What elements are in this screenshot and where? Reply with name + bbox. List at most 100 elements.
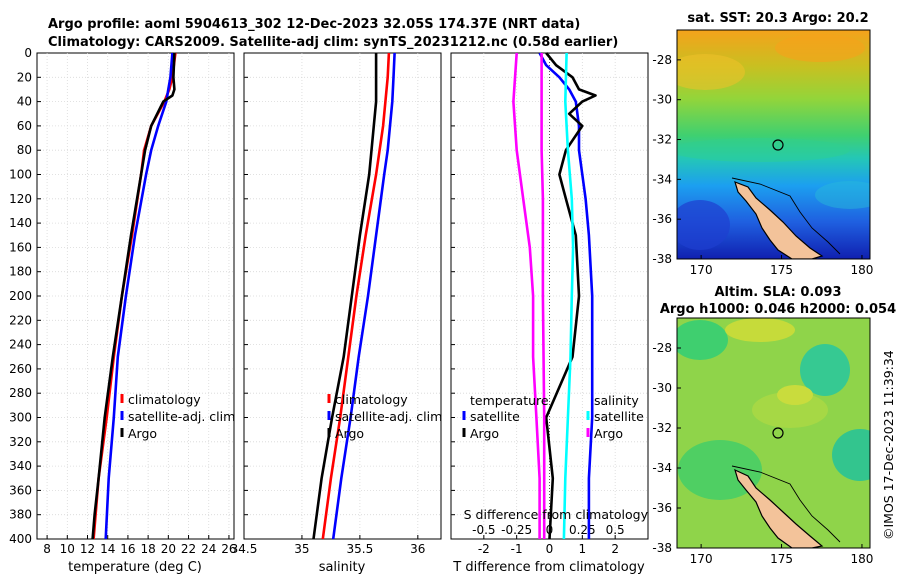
sst-map — [677, 30, 870, 259]
depth-tick-label: 160 — [9, 240, 32, 254]
temperature-series-satellite-adj-clim — [104, 52, 174, 540]
depth-tick-label: 260 — [9, 362, 32, 376]
x-tick-label: -2 — [478, 542, 490, 556]
sst-coastline — [734, 181, 824, 259]
map-x-tick-label: 175 — [770, 263, 793, 277]
x-tick-label: 0 — [546, 542, 554, 556]
x-tick-label: 12 — [80, 542, 95, 556]
legend-label: Argo — [594, 426, 623, 441]
sst-map-title: sat. SST: 20.3 Argo: 20.2 — [687, 11, 868, 26]
depth-tick-label: 120 — [9, 192, 32, 206]
depth-tick-label: 300 — [9, 411, 32, 425]
x-tick-label: 26 — [221, 542, 236, 556]
map-y-tick-label: -38 — [652, 252, 672, 266]
x-tick-label: 35 — [294, 542, 309, 556]
map-y-tick-label: -28 — [652, 53, 672, 67]
salinity-series-climatology — [321, 52, 391, 540]
legend-label: Argo — [128, 426, 157, 441]
difference-series-temperature-argo — [544, 52, 597, 540]
title-line1: Argo profile: aoml 5904613_302 12-Dec-20… — [48, 17, 580, 32]
depth-tick-label: 200 — [9, 289, 32, 303]
legend-label: climatology — [128, 392, 201, 407]
x-tick-label: 22 — [181, 542, 196, 556]
x-tick-label: 1 — [579, 542, 587, 556]
difference-series-temperature-satellite — [538, 52, 594, 539]
x-tick-label: 10 — [60, 542, 75, 556]
x-tick-label: 36 — [410, 542, 425, 556]
map-y-tick-label: -38 — [652, 541, 672, 555]
map-y-tick-label: -30 — [652, 381, 672, 395]
x-tick-label: 16 — [120, 542, 135, 556]
depth-tick-label: 340 — [9, 459, 32, 473]
imos-timestamp: ©IMOS 17-Dec-2023 11:39:34 — [881, 350, 896, 540]
depth-tick-label: 0 — [24, 46, 32, 60]
depth-tick-label: 320 — [9, 435, 32, 449]
difference-series-salinity-satellite — [562, 52, 575, 540]
map-x-tick-label: 180 — [851, 263, 874, 277]
depth-tick-label: 240 — [9, 338, 32, 352]
depth-tick-label: 220 — [9, 313, 32, 327]
sla-argo-position-marker — [772, 427, 784, 439]
depth-tick-label: 280 — [9, 386, 32, 400]
temperature-series-argo — [91, 52, 176, 540]
x-tick-label: 35.5 — [347, 542, 374, 556]
depth-tick-label: 180 — [9, 265, 32, 279]
difference-xlabel: T difference from climatology — [452, 560, 645, 575]
x-tick-label: 0.25 — [569, 523, 596, 537]
depth-tick-label: 140 — [9, 216, 32, 230]
x-tick-label: 18 — [140, 542, 155, 556]
depth-tick-label: 60 — [17, 119, 32, 133]
legend-label: Argo — [470, 426, 499, 441]
difference-x2label: S difference from climatology — [464, 507, 649, 522]
temperature-xlabel: temperature (deg C) — [68, 560, 202, 575]
map-x-tick-label: 170 — [690, 263, 713, 277]
sla-map-title2: Argo h1000: 0.046 h2000: 0.054 — [660, 302, 896, 317]
sla-coastline — [734, 468, 824, 548]
difference-series-salinity-argo — [540, 53, 546, 539]
depth-tick-label: 100 — [9, 168, 32, 182]
salinity-series-satellite-adj-clim — [331, 52, 396, 540]
map-y-tick-label: -36 — [652, 501, 672, 515]
depth-tick-label: 400 — [9, 532, 32, 546]
sla-map-frame — [676, 317, 871, 549]
depth-tick-label: 40 — [17, 95, 32, 109]
diff-legend-salinity-title: salinity — [594, 393, 639, 408]
map-y-tick-label: -34 — [652, 461, 672, 475]
temperature-plot-frame — [36, 52, 235, 540]
map-x-tick-label: 170 — [690, 552, 713, 566]
x-tick-label: -1 — [511, 542, 523, 556]
map-y-tick-label: -28 — [652, 341, 672, 355]
x-tick-label: 20 — [161, 542, 176, 556]
map-y-tick-label: -36 — [652, 212, 672, 226]
map-x-tick-label: 175 — [770, 552, 793, 566]
x-tick-label: 14 — [100, 542, 115, 556]
legend-label: satellite — [594, 409, 644, 424]
depth-tick-label: 80 — [17, 143, 32, 157]
x-tick-label: -0.5 — [472, 523, 495, 537]
legend-label: climatology — [335, 392, 408, 407]
map-y-tick-label: -32 — [652, 421, 672, 435]
salinity-xlabel: salinity — [319, 560, 366, 575]
map-y-tick-label: -32 — [652, 133, 672, 147]
x-tick-label: 2 — [611, 542, 619, 556]
legend-label: satellite-adj. clim — [128, 409, 235, 424]
salinity-series-argo — [312, 53, 378, 540]
sst-argo-position-marker — [772, 139, 784, 151]
difference-series-temperature-climatology — [512, 52, 541, 539]
x-tick-label: 8 — [43, 542, 51, 556]
depth-tick-label: 20 — [17, 70, 32, 84]
depth-tick-label: 380 — [9, 508, 32, 522]
depth-tick-label: 360 — [9, 483, 32, 497]
sla-map-title1: Altim. SLA: 0.093 — [715, 285, 842, 300]
map-x-tick-label: 180 — [851, 552, 874, 566]
legend-label: satellite-adj. clim — [335, 409, 442, 424]
diff-legend-temperature-title: temperature — [470, 393, 549, 408]
map-y-tick-label: -34 — [652, 172, 672, 186]
title-line2: Climatology: CARS2009. Satellite-adj cli… — [48, 35, 618, 50]
legend-label: satellite — [470, 409, 520, 424]
sst-map-frame — [676, 29, 871, 260]
legend-label: Argo — [335, 426, 364, 441]
x-tick-label: 24 — [201, 542, 216, 556]
x-tick-label: 0.5 — [606, 523, 625, 537]
